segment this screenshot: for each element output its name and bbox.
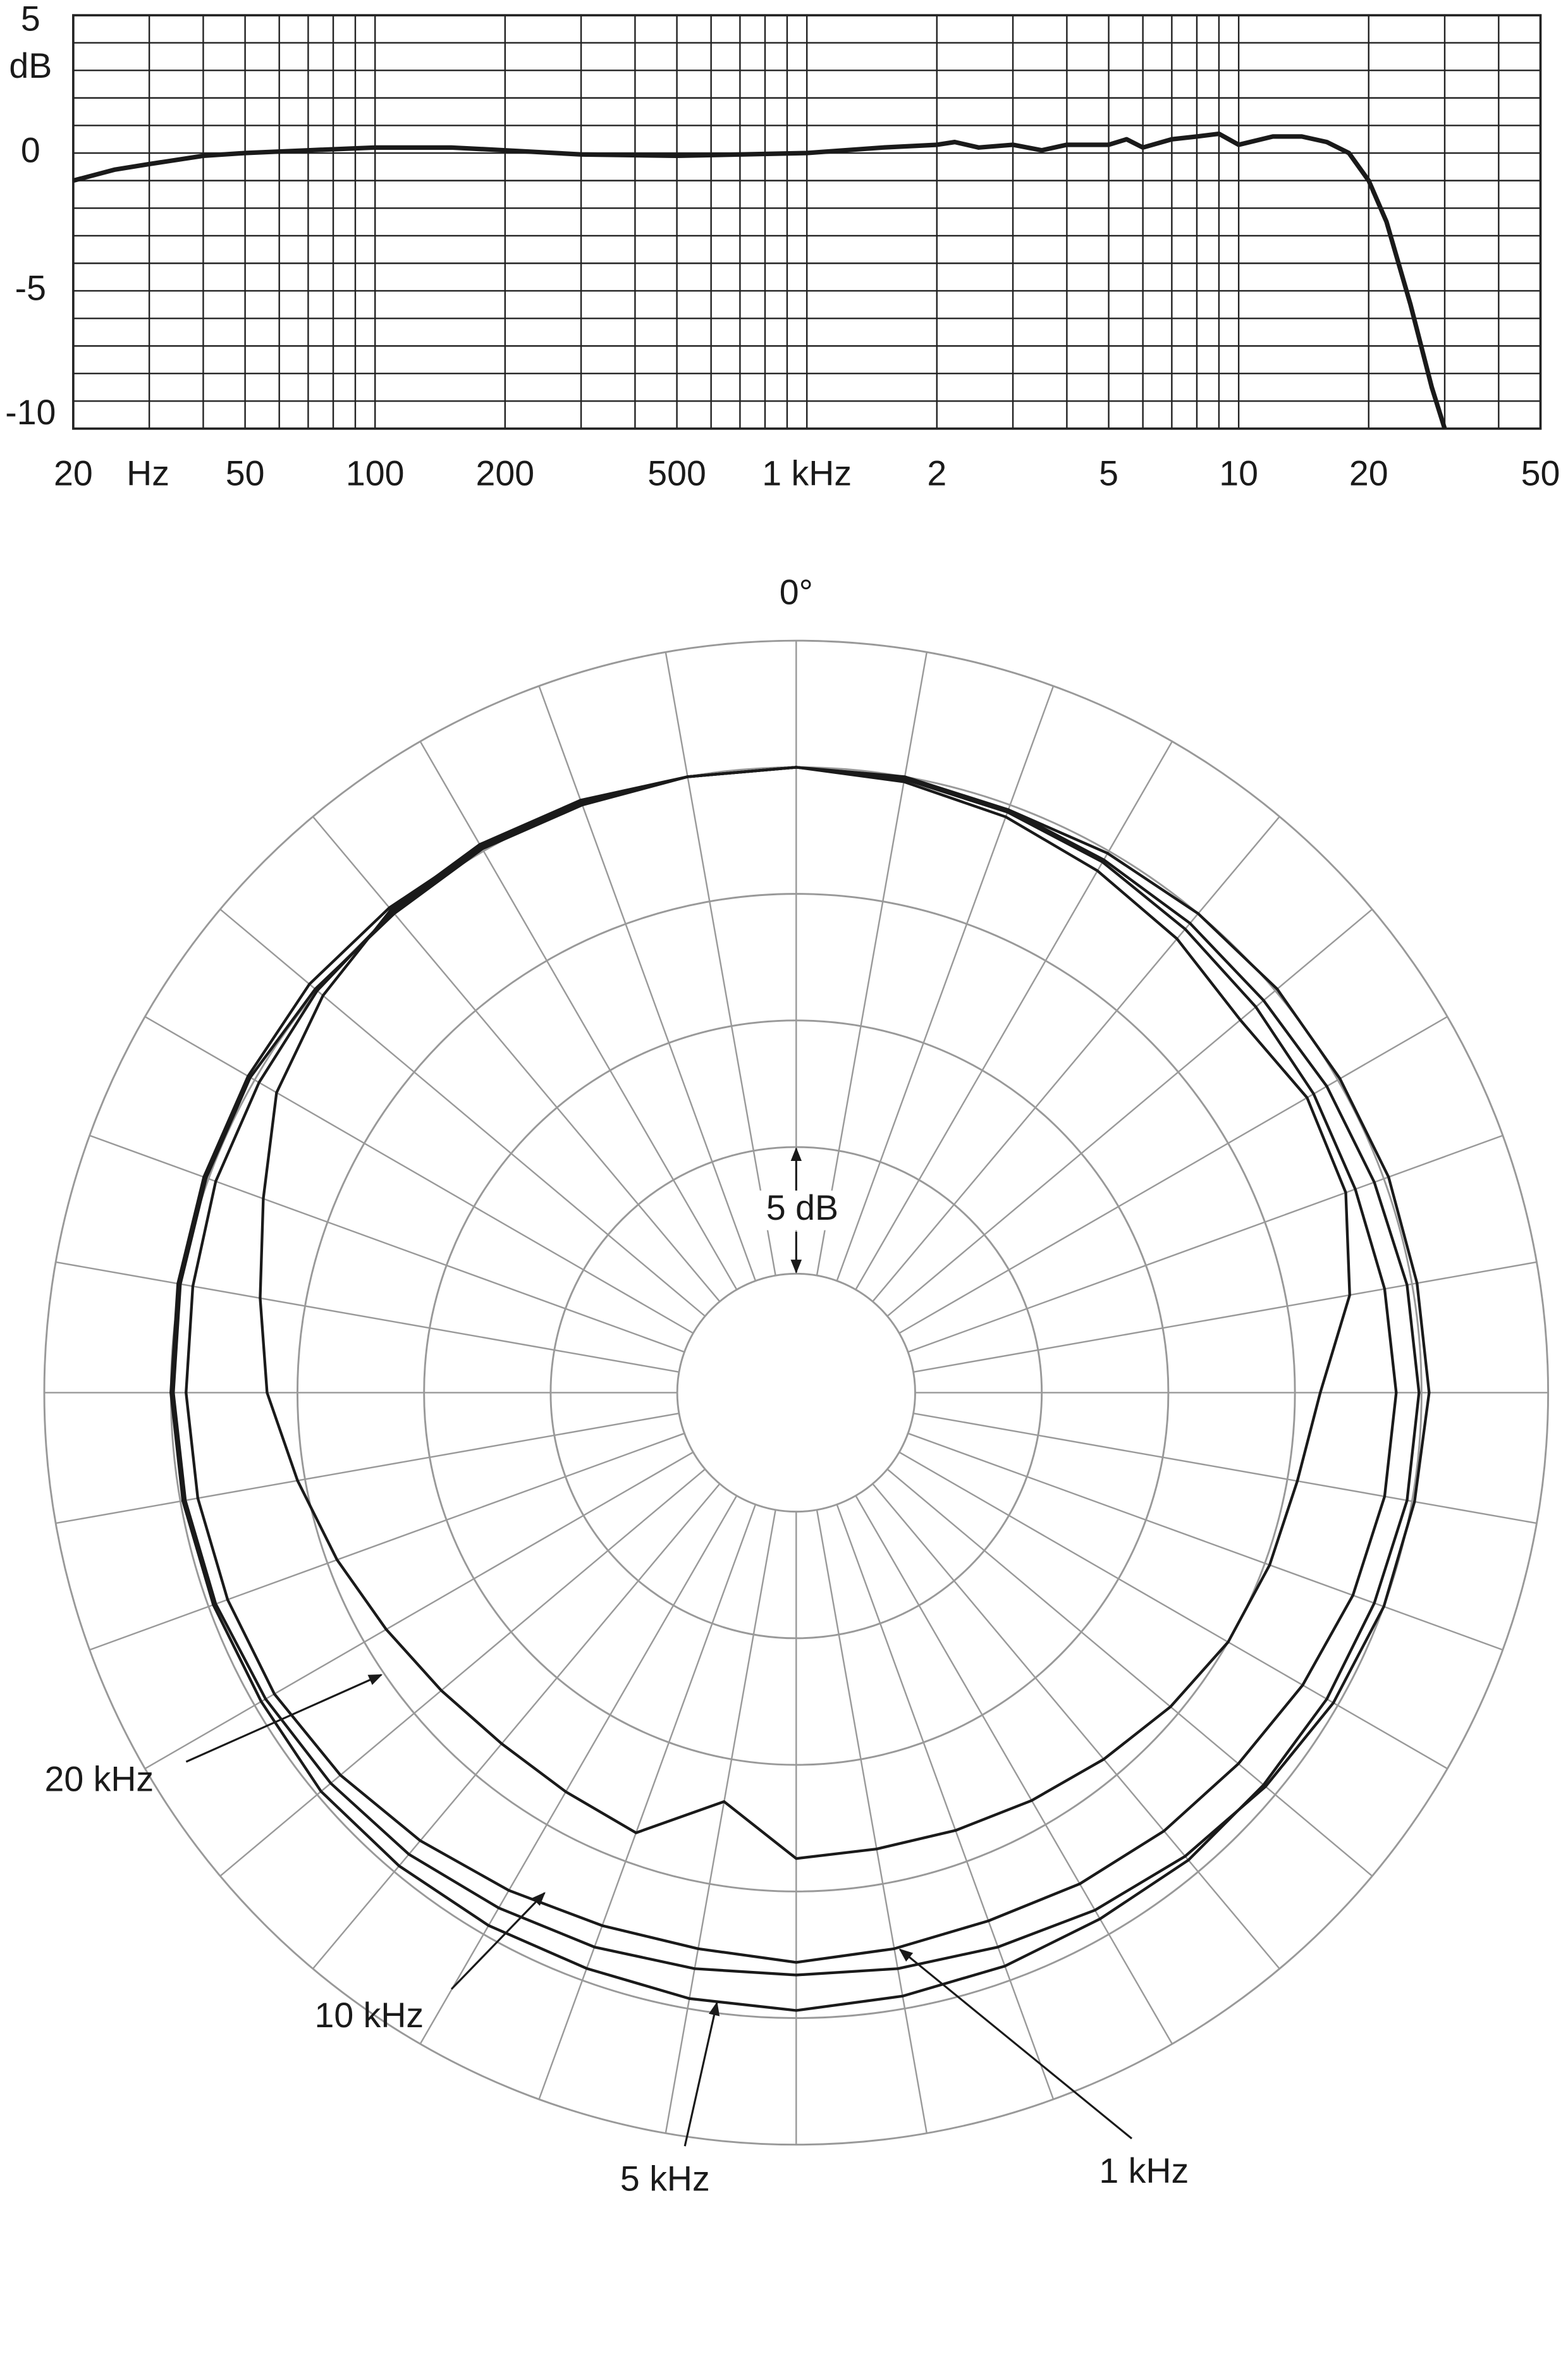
y-tick-label: -5 xyxy=(15,269,46,308)
spoke xyxy=(538,1504,757,2100)
spoke xyxy=(419,740,738,1291)
y-tick-label: 0 xyxy=(21,131,40,170)
spoke xyxy=(816,1509,928,2133)
x-tick-label: 50 xyxy=(1521,453,1560,493)
spoke xyxy=(665,1509,776,2133)
plot-frame xyxy=(72,14,1542,430)
spoke xyxy=(419,1495,738,2045)
ring xyxy=(297,893,1296,1893)
spoke xyxy=(836,1504,1055,2100)
x-tick-label: 2 xyxy=(927,453,946,493)
x-tick-label: 20 xyxy=(1349,453,1388,493)
series-label: 5 kHz xyxy=(620,2159,710,2198)
polar-line xyxy=(259,766,1351,1860)
spoke xyxy=(144,1451,694,1770)
spoke xyxy=(836,685,1055,1282)
x-tick-label: 5 xyxy=(1099,453,1118,493)
spoke xyxy=(855,1495,1173,2045)
spoke xyxy=(907,1432,1504,1651)
x-tick-label: 20 xyxy=(54,453,93,493)
spoke xyxy=(872,1483,1280,1970)
polar-title: 0° xyxy=(780,572,813,611)
spoke xyxy=(665,652,776,1276)
spoke xyxy=(913,1412,1537,1525)
spoke xyxy=(219,1468,706,1877)
label-arrow xyxy=(185,1674,383,1763)
x-tick-label: 1 kHz xyxy=(762,453,852,493)
x-tick-label: 200 xyxy=(476,453,535,493)
ring xyxy=(549,1146,1043,1640)
spoke xyxy=(816,652,928,1276)
y-tick-label: 5 xyxy=(21,0,40,38)
y-tick-label: -10 xyxy=(5,393,56,432)
ring xyxy=(676,1272,916,1513)
spoke xyxy=(855,740,1173,1291)
spoke xyxy=(89,1432,685,1651)
annotation: 5 dB xyxy=(766,1188,838,1227)
x-tick-label: 50 xyxy=(226,453,265,493)
spoke xyxy=(886,1468,1373,1877)
polar-line xyxy=(169,766,1421,2012)
x-unit: Hz xyxy=(126,453,169,493)
response-line xyxy=(72,131,1447,429)
spoke xyxy=(312,1483,721,1970)
spoke xyxy=(55,1261,680,1373)
polar-line xyxy=(172,766,1431,1977)
y-unit: dB xyxy=(9,46,52,85)
ring xyxy=(423,1019,1170,1766)
label-arrow xyxy=(683,2001,720,2147)
spoke xyxy=(898,1451,1448,1770)
series-label: 20 kHz xyxy=(45,1759,154,1798)
series-label: 10 kHz xyxy=(315,1996,424,2035)
annotation-bg xyxy=(750,1190,842,1230)
spoke xyxy=(898,1016,1448,1334)
spoke xyxy=(219,909,706,1317)
polar-pattern: 0° 5 dB xyxy=(43,572,1550,2146)
spoke xyxy=(55,1412,680,1525)
spoke xyxy=(872,816,1280,1303)
series-labels: 20 kHz 10 kHz 5 kHz 1 kHz xyxy=(45,1674,1189,2198)
spoke xyxy=(886,909,1373,1317)
label-arrow xyxy=(898,1948,1133,2140)
x-tick-label: 500 xyxy=(647,453,706,493)
spoke xyxy=(144,1016,694,1334)
spoke xyxy=(538,685,757,1282)
ring xyxy=(43,639,1550,2146)
x-tick-label: 10 xyxy=(1219,453,1258,493)
spoke xyxy=(913,1261,1537,1373)
series-label: 1 kHz xyxy=(1099,2151,1189,2190)
x-tick-label: 100 xyxy=(346,453,405,493)
spoke xyxy=(89,1134,685,1353)
label-arrow xyxy=(450,1892,546,1990)
spoke xyxy=(907,1134,1504,1353)
spoke xyxy=(312,816,721,1303)
polar-line xyxy=(185,766,1398,1964)
